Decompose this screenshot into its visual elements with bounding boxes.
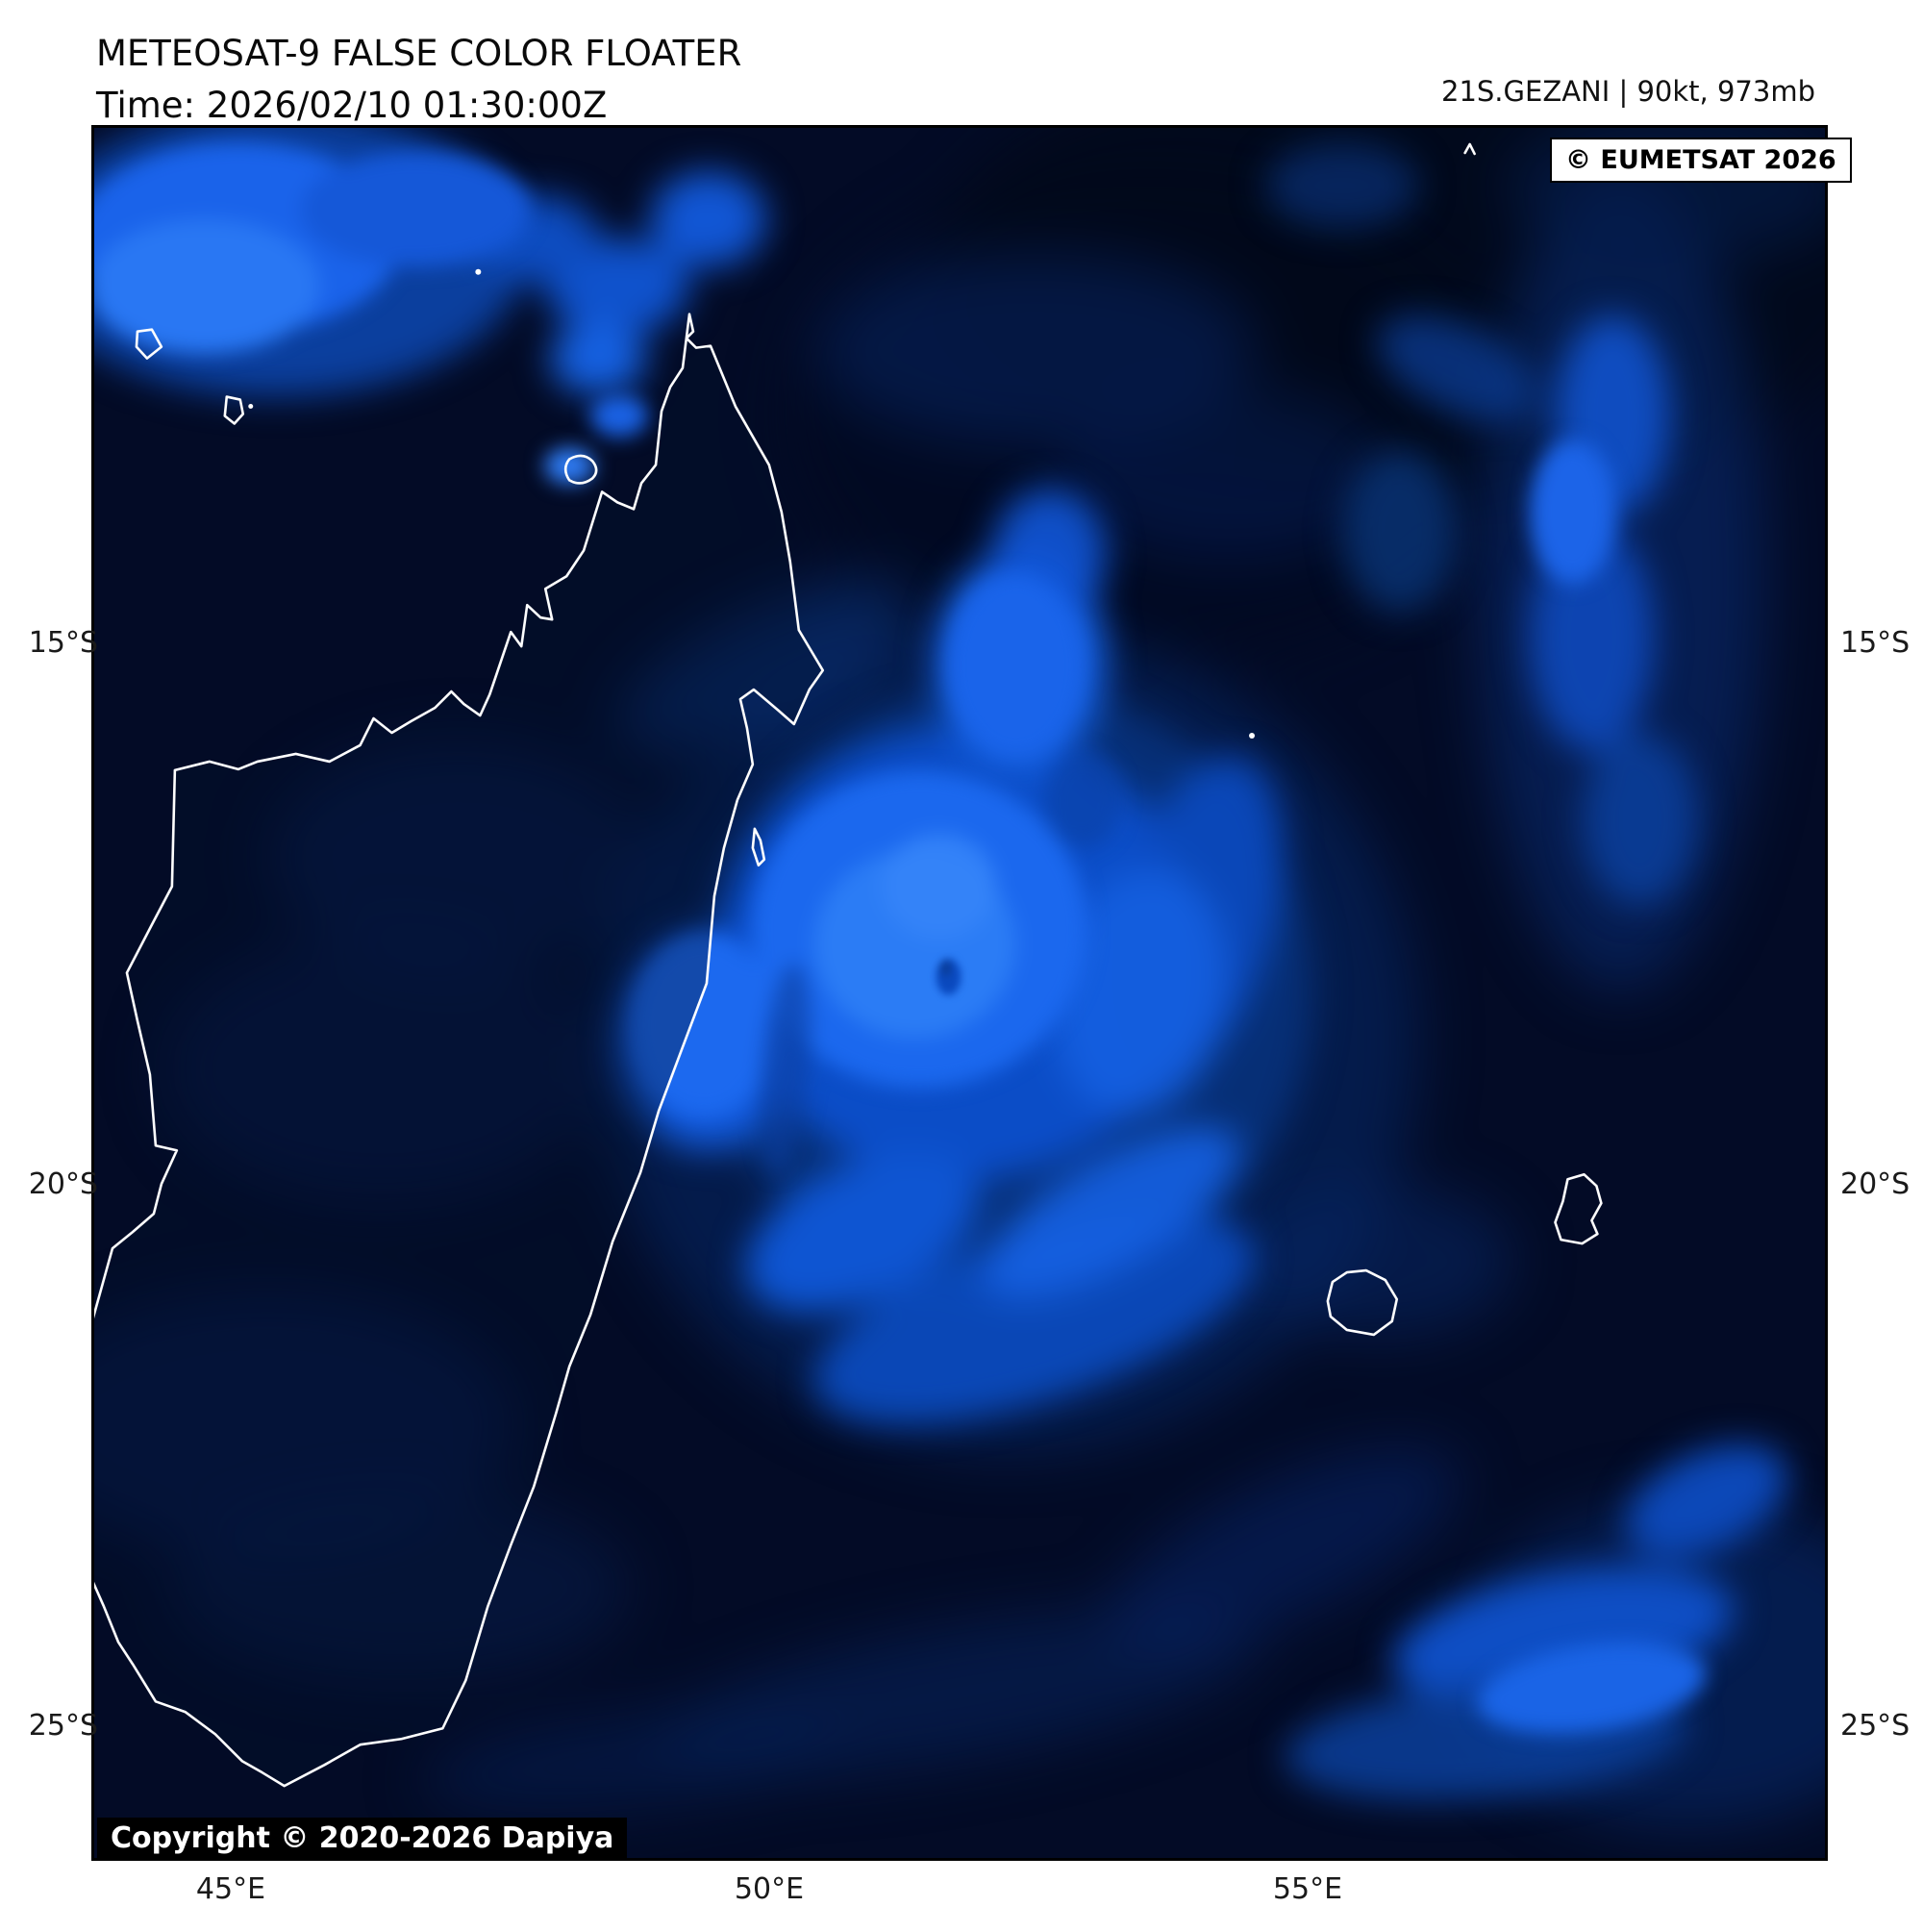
satellite-map <box>91 125 1828 1861</box>
mayotte-islet <box>223 395 245 425</box>
lat-label-25s-left: 25°S <box>28 1709 98 1743</box>
madagascar-coastline <box>94 313 825 1788</box>
lat-label-15s-left: 15°S <box>28 626 98 660</box>
satellite-image <box>94 128 1825 1858</box>
nosy-be-coastline <box>563 454 598 485</box>
tromelin-dot <box>1248 732 1255 739</box>
storm-info: 21S.GEZANI | 90kt, 973mb <box>1441 75 1815 108</box>
lon-label-45e: 45°E <box>195 1872 266 1906</box>
agalega-mark <box>1463 142 1476 156</box>
provider-badge: © EUMETSAT 2026 <box>1550 138 1852 183</box>
sainte-marie-coastline <box>751 827 766 867</box>
lat-label-20s-left: 20°S <box>28 1167 98 1201</box>
mauritius-coastline <box>1554 1172 1603 1245</box>
lat-label-20s-right: 20°S <box>1840 1167 1911 1201</box>
coastlines <box>94 142 1603 1788</box>
lon-label-50e: 50°E <box>734 1872 805 1906</box>
cyclone-eye-dimple <box>936 958 962 995</box>
glorieuses-dot <box>475 268 482 275</box>
mayotte-dot <box>248 404 254 410</box>
anjouan-islet <box>135 328 163 360</box>
lon-label-55e: 55°E <box>1272 1872 1343 1906</box>
cloud-layer-bright <box>94 142 1707 1734</box>
lat-label-25s-right: 25°S <box>1840 1709 1911 1743</box>
copyright-bar: Copyright © 2020-2026 Dapiya <box>97 1818 628 1859</box>
timestamp: Time: 2026/02/10 01:30:00Z <box>96 85 608 126</box>
lat-label-15s-right: 15°S <box>1840 626 1911 660</box>
reunion-coastline <box>1326 1268 1399 1337</box>
page-title: METEOSAT-9 FALSE COLOR FLOATER <box>96 33 742 74</box>
